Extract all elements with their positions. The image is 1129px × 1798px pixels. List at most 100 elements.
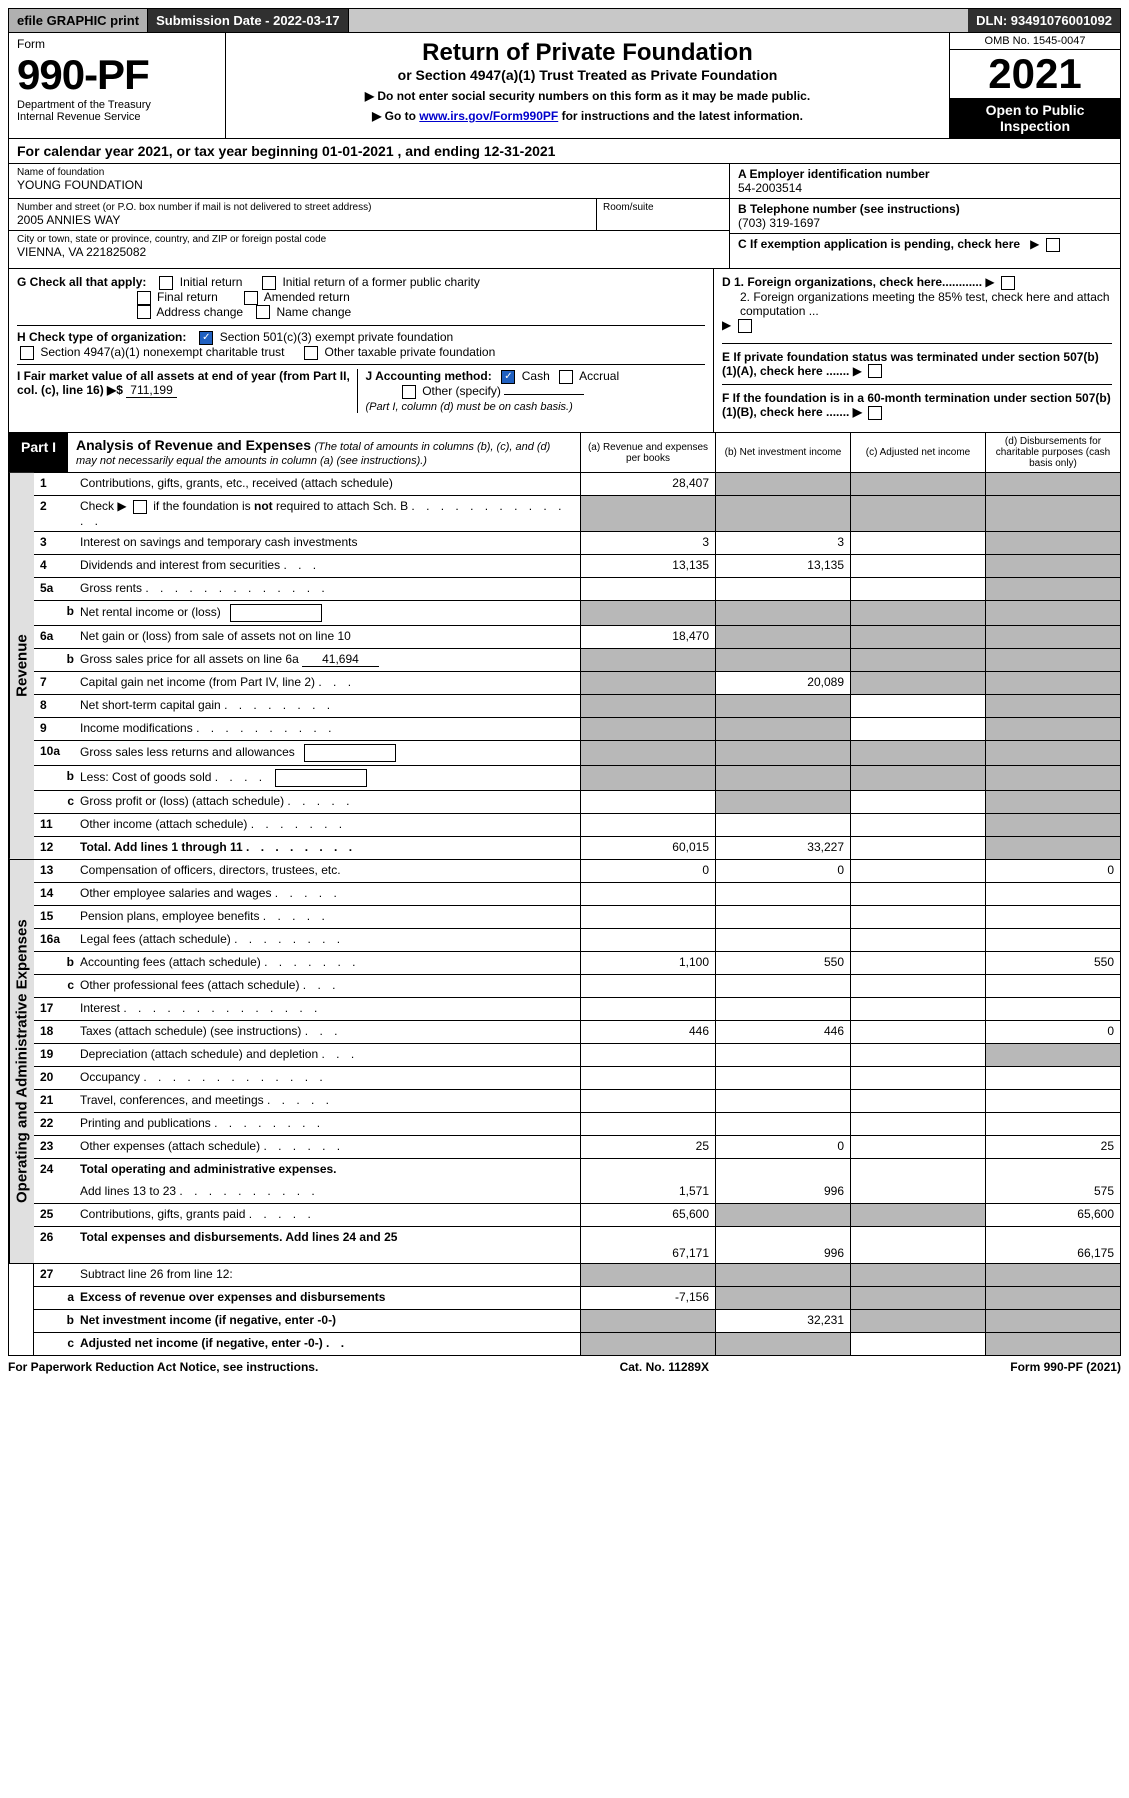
phone-label: B Telephone number (see instructions) — [738, 202, 1112, 216]
instr-2: ▶ Go to www.irs.gov/Form990PF for instru… — [236, 109, 939, 123]
address-label: Number and street (or P.O. box number if… — [17, 202, 588, 213]
line-27a-a: -7,156 — [580, 1287, 715, 1309]
irs-label: Internal Revenue Service — [17, 111, 217, 123]
e-label: E If private foundation status was termi… — [722, 350, 1099, 378]
line-27b-b: 32,231 — [715, 1310, 850, 1332]
submission-date: Submission Date - 2022-03-17 — [148, 9, 349, 32]
check-section: G Check all that apply: Initial return I… — [8, 269, 1121, 433]
line-18-a: 446 — [580, 1021, 715, 1043]
initial-former-checkbox[interactable] — [262, 276, 276, 290]
top-bar: efile GRAPHIC print Submission Date - 20… — [8, 8, 1121, 33]
address-change-checkbox[interactable] — [137, 305, 151, 319]
line-25-desc: Contributions, gifts, grants paid . . . … — [80, 1204, 580, 1226]
fmv-value: 711,199 — [126, 383, 177, 398]
line-16c-desc: Other professional fees (attach schedule… — [80, 975, 580, 997]
part-1-header: Part I Analysis of Revenue and Expenses … — [8, 433, 1121, 473]
line-3-b: 3 — [715, 532, 850, 554]
line-7-desc: Capital gain net income (from Part IV, l… — [80, 672, 580, 694]
part-1-title: Analysis of Revenue and Expenses — [76, 437, 311, 453]
instr-1: ▶ Do not enter social security numbers o… — [236, 89, 939, 103]
revenue-side-label: Revenue — [9, 473, 34, 859]
line-24-a: 1,571 — [580, 1181, 715, 1203]
501c3-checkbox[interactable] — [199, 331, 213, 345]
room-suite-label: Room/suite — [596, 199, 729, 230]
e-checkbox[interactable] — [868, 364, 882, 378]
address: 2005 ANNIES WAY — [17, 213, 588, 227]
form-number: 990-PF — [17, 51, 217, 99]
line-16b-d: 550 — [985, 952, 1120, 974]
line-10b-desc: Less: Cost of goods sold . . . . — [80, 766, 580, 790]
line-25-a: 65,600 — [580, 1204, 715, 1226]
line-18-desc: Taxes (attach schedule) (see instruction… — [80, 1021, 580, 1043]
footer-right: Form 990-PF (2021) — [1010, 1360, 1121, 1374]
line-23-b: 0 — [715, 1136, 850, 1158]
name-change-checkbox[interactable] — [256, 305, 270, 319]
dln-number: DLN: 93491076001092 — [968, 9, 1120, 32]
line-26-desc: Total expenses and disbursements. Add li… — [80, 1227, 580, 1263]
4947-checkbox[interactable] — [20, 346, 34, 360]
line-20-desc: Occupancy . . . . . . . . . . . . . — [80, 1067, 580, 1089]
line-27-desc: Subtract line 26 from line 12: — [80, 1264, 580, 1286]
line-19-desc: Depreciation (attach schedule) and deple… — [80, 1044, 580, 1066]
efile-print-button[interactable]: efile GRAPHIC print — [9, 9, 148, 32]
omb-number: OMB No. 1545-0047 — [950, 33, 1120, 50]
cash-checkbox[interactable] — [501, 370, 515, 384]
expenses-section: Operating and Administrative Expenses 13… — [8, 860, 1121, 1264]
j-note: (Part I, column (d) must be on cash basi… — [366, 401, 573, 413]
ein-label: A Employer identification number — [738, 167, 1112, 181]
form-label: Form — [17, 37, 217, 51]
line-24-desc: Total operating and administrative expen… — [80, 1159, 580, 1181]
accrual-checkbox[interactable] — [559, 370, 573, 384]
final-return-checkbox[interactable] — [137, 291, 151, 305]
d2-checkbox[interactable] — [738, 319, 752, 333]
line-3-a: 3 — [580, 532, 715, 554]
open-public-badge: Open to Public Inspection — [950, 98, 1120, 138]
line-13-desc: Compensation of officers, directors, tru… — [80, 860, 580, 882]
part-1-label: Part I — [9, 433, 68, 472]
d1-checkbox[interactable] — [1001, 276, 1015, 290]
line-16b-desc: Accounting fees (attach schedule) . . . … — [80, 952, 580, 974]
line-12-b: 33,227 — [715, 837, 850, 859]
revenue-section: Revenue 1Contributions, gifts, grants, e… — [8, 473, 1121, 860]
foundation-info: Name of foundation YOUNG FOUNDATION Numb… — [8, 164, 1121, 269]
line-16b-b: 550 — [715, 952, 850, 974]
irs-link[interactable]: www.irs.gov/Form990PF — [419, 109, 558, 123]
line-23-a: 25 — [580, 1136, 715, 1158]
line-13-d: 0 — [985, 860, 1120, 882]
line-26-b: 996 — [715, 1227, 850, 1263]
line-10a-desc: Gross sales less returns and allowances — [80, 741, 580, 765]
other-method-checkbox[interactable] — [402, 385, 416, 399]
f-checkbox[interactable] — [868, 406, 882, 420]
j-label: J Accounting method: — [366, 369, 492, 383]
col-a-header: (a) Revenue and expenses per books — [580, 433, 715, 472]
form-title: Return of Private Foundation — [236, 39, 939, 67]
line-9-desc: Income modifications . . . . . . . . . . — [80, 718, 580, 740]
line-17-desc: Interest . . . . . . . . . . . . . . — [80, 998, 580, 1020]
line-5a-desc: Gross rents . . . . . . . . . . . . . — [80, 578, 580, 600]
line-18-b: 446 — [715, 1021, 850, 1043]
line-1-a: 28,407 — [580, 473, 715, 495]
initial-return-checkbox[interactable] — [159, 276, 173, 290]
line-1-desc: Contributions, gifts, grants, etc., rece… — [80, 473, 580, 495]
sch-b-checkbox[interactable] — [133, 500, 147, 514]
name-label: Name of foundation — [17, 167, 721, 178]
line-22-desc: Printing and publications . . . . . . . … — [80, 1113, 580, 1135]
line-13-b: 0 — [715, 860, 850, 882]
line-24-b: 996 — [715, 1181, 850, 1203]
page-footer: For Paperwork Reduction Act Notice, see … — [8, 1356, 1121, 1378]
line-13-a: 0 — [580, 860, 715, 882]
foundation-name: YOUNG FOUNDATION — [17, 178, 721, 192]
other-taxable-checkbox[interactable] — [304, 346, 318, 360]
line-6a-desc: Net gain or (loss) from sale of assets n… — [80, 626, 580, 648]
tax-year: 2021 — [950, 50, 1120, 98]
line-8-desc: Net short-term capital gain . . . . . . … — [80, 695, 580, 717]
exemption-checkbox[interactable] — [1046, 238, 1060, 252]
line-4-b: 13,135 — [715, 555, 850, 577]
city-state-zip: VIENNA, VA 221825082 — [17, 245, 721, 259]
line-10c-desc: Gross profit or (loss) (attach schedule)… — [80, 791, 580, 813]
line-16a-desc: Legal fees (attach schedule) . . . . . .… — [80, 929, 580, 951]
amended-return-checkbox[interactable] — [244, 291, 258, 305]
ein-value: 54-2003514 — [738, 181, 1112, 195]
line-26-a: 67,171 — [580, 1227, 715, 1263]
footer-center: Cat. No. 11289X — [620, 1360, 709, 1374]
